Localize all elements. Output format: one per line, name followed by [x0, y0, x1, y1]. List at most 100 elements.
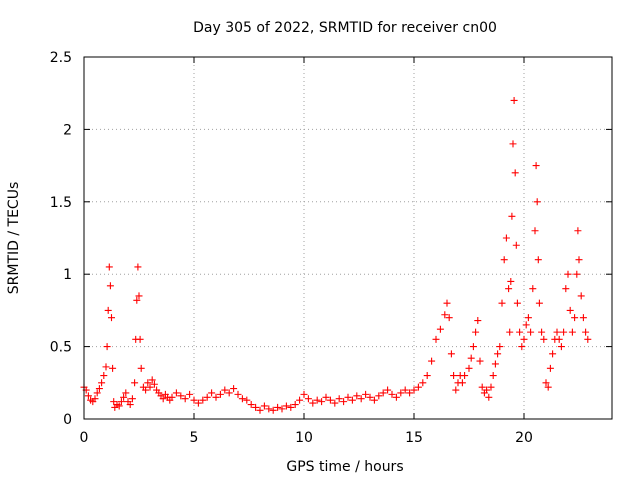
- data-point: [544, 383, 552, 391]
- data-point: [353, 392, 361, 400]
- data-point: [516, 328, 524, 336]
- data-point: [518, 343, 526, 351]
- data-point: [458, 379, 466, 387]
- data-point: [414, 383, 422, 391]
- data-point: [102, 363, 110, 371]
- y-tick-label: 2.5: [50, 50, 72, 66]
- data-point: [485, 393, 493, 401]
- data-point: [401, 386, 409, 394]
- data-point: [135, 292, 143, 300]
- data-point: [203, 393, 211, 401]
- data-point: [136, 335, 144, 343]
- data-point: [199, 396, 207, 404]
- y-tick-label: 0: [63, 412, 72, 428]
- data-point: [103, 343, 111, 351]
- data-point: [520, 335, 528, 343]
- data-point: [384, 386, 392, 394]
- data-point: [489, 372, 497, 380]
- data-point: [344, 393, 352, 401]
- x-tick-label: 5: [190, 430, 199, 446]
- data-point: [122, 389, 130, 397]
- data-point: [340, 398, 348, 406]
- data-point: [296, 396, 304, 404]
- data-point: [419, 379, 427, 387]
- x-tick-label: 0: [80, 430, 89, 446]
- data-point: [557, 343, 565, 351]
- data-point: [574, 227, 582, 235]
- data-point: [120, 393, 128, 401]
- data-point: [478, 383, 486, 391]
- data-point: [582, 328, 590, 336]
- data-point: [406, 389, 414, 397]
- data-point: [84, 392, 92, 400]
- y-tick-label: 1.5: [50, 195, 72, 211]
- data-point: [318, 398, 326, 406]
- data-point: [109, 364, 117, 372]
- data-point: [100, 372, 108, 380]
- data-point: [445, 314, 453, 322]
- data-point: [366, 393, 374, 401]
- x-tick-label: 15: [405, 430, 423, 446]
- data-point: [144, 379, 152, 387]
- data-point: [269, 406, 277, 414]
- data-point: [216, 390, 224, 398]
- data-point: [172, 389, 180, 397]
- data-point: [335, 395, 343, 403]
- data-point: [186, 390, 194, 398]
- data-point: [450, 372, 458, 380]
- data-point: [452, 386, 460, 394]
- data-point: [370, 396, 378, 404]
- data-point: [527, 328, 535, 336]
- data-point: [540, 335, 548, 343]
- data-point: [243, 396, 251, 404]
- data-point: [322, 393, 330, 401]
- points-layer: [80, 96, 592, 414]
- data-point: [357, 395, 365, 403]
- data-point: [535, 299, 543, 307]
- data-point: [137, 364, 145, 372]
- data-point: [474, 317, 482, 325]
- data-point: [573, 270, 581, 278]
- data-point: [212, 393, 220, 401]
- data-point: [309, 399, 317, 407]
- data-point: [256, 406, 264, 414]
- data-point: [510, 96, 518, 104]
- data-point: [483, 386, 491, 394]
- data-point: [131, 379, 139, 387]
- data-point: [260, 402, 268, 410]
- data-point: [238, 395, 246, 403]
- data-point: [128, 395, 136, 403]
- data-point: [443, 299, 451, 307]
- data-point: [487, 383, 495, 391]
- data-point: [553, 328, 561, 336]
- data-point: [494, 350, 502, 358]
- y-axis-label: SRMTID / TECUs: [6, 182, 22, 295]
- data-point: [95, 385, 103, 393]
- data-point: [472, 328, 480, 336]
- data-point: [532, 162, 540, 170]
- data-point: [388, 390, 396, 398]
- data-point: [331, 399, 339, 407]
- data-point: [560, 328, 568, 336]
- data-point: [234, 390, 242, 398]
- ticks-layer: 0 5 10 15 20 0 0.5 1 1.5 2 2.5: [50, 50, 612, 446]
- data-point: [568, 328, 576, 336]
- data-point: [522, 321, 530, 329]
- data-point: [230, 385, 238, 393]
- data-point: [476, 357, 484, 365]
- data-point: [529, 285, 537, 293]
- data-point: [133, 296, 141, 304]
- data-point: [513, 299, 521, 307]
- data-point: [571, 314, 579, 322]
- data-point: [564, 270, 572, 278]
- data-point: [533, 198, 541, 206]
- data-point: [348, 396, 356, 404]
- data-point: [534, 256, 542, 264]
- data-point: [505, 285, 513, 293]
- data-point: [500, 256, 508, 264]
- data-point: [507, 277, 515, 285]
- plot-frame: [83, 56, 613, 420]
- data-point: [326, 396, 334, 404]
- data-point: [177, 392, 185, 400]
